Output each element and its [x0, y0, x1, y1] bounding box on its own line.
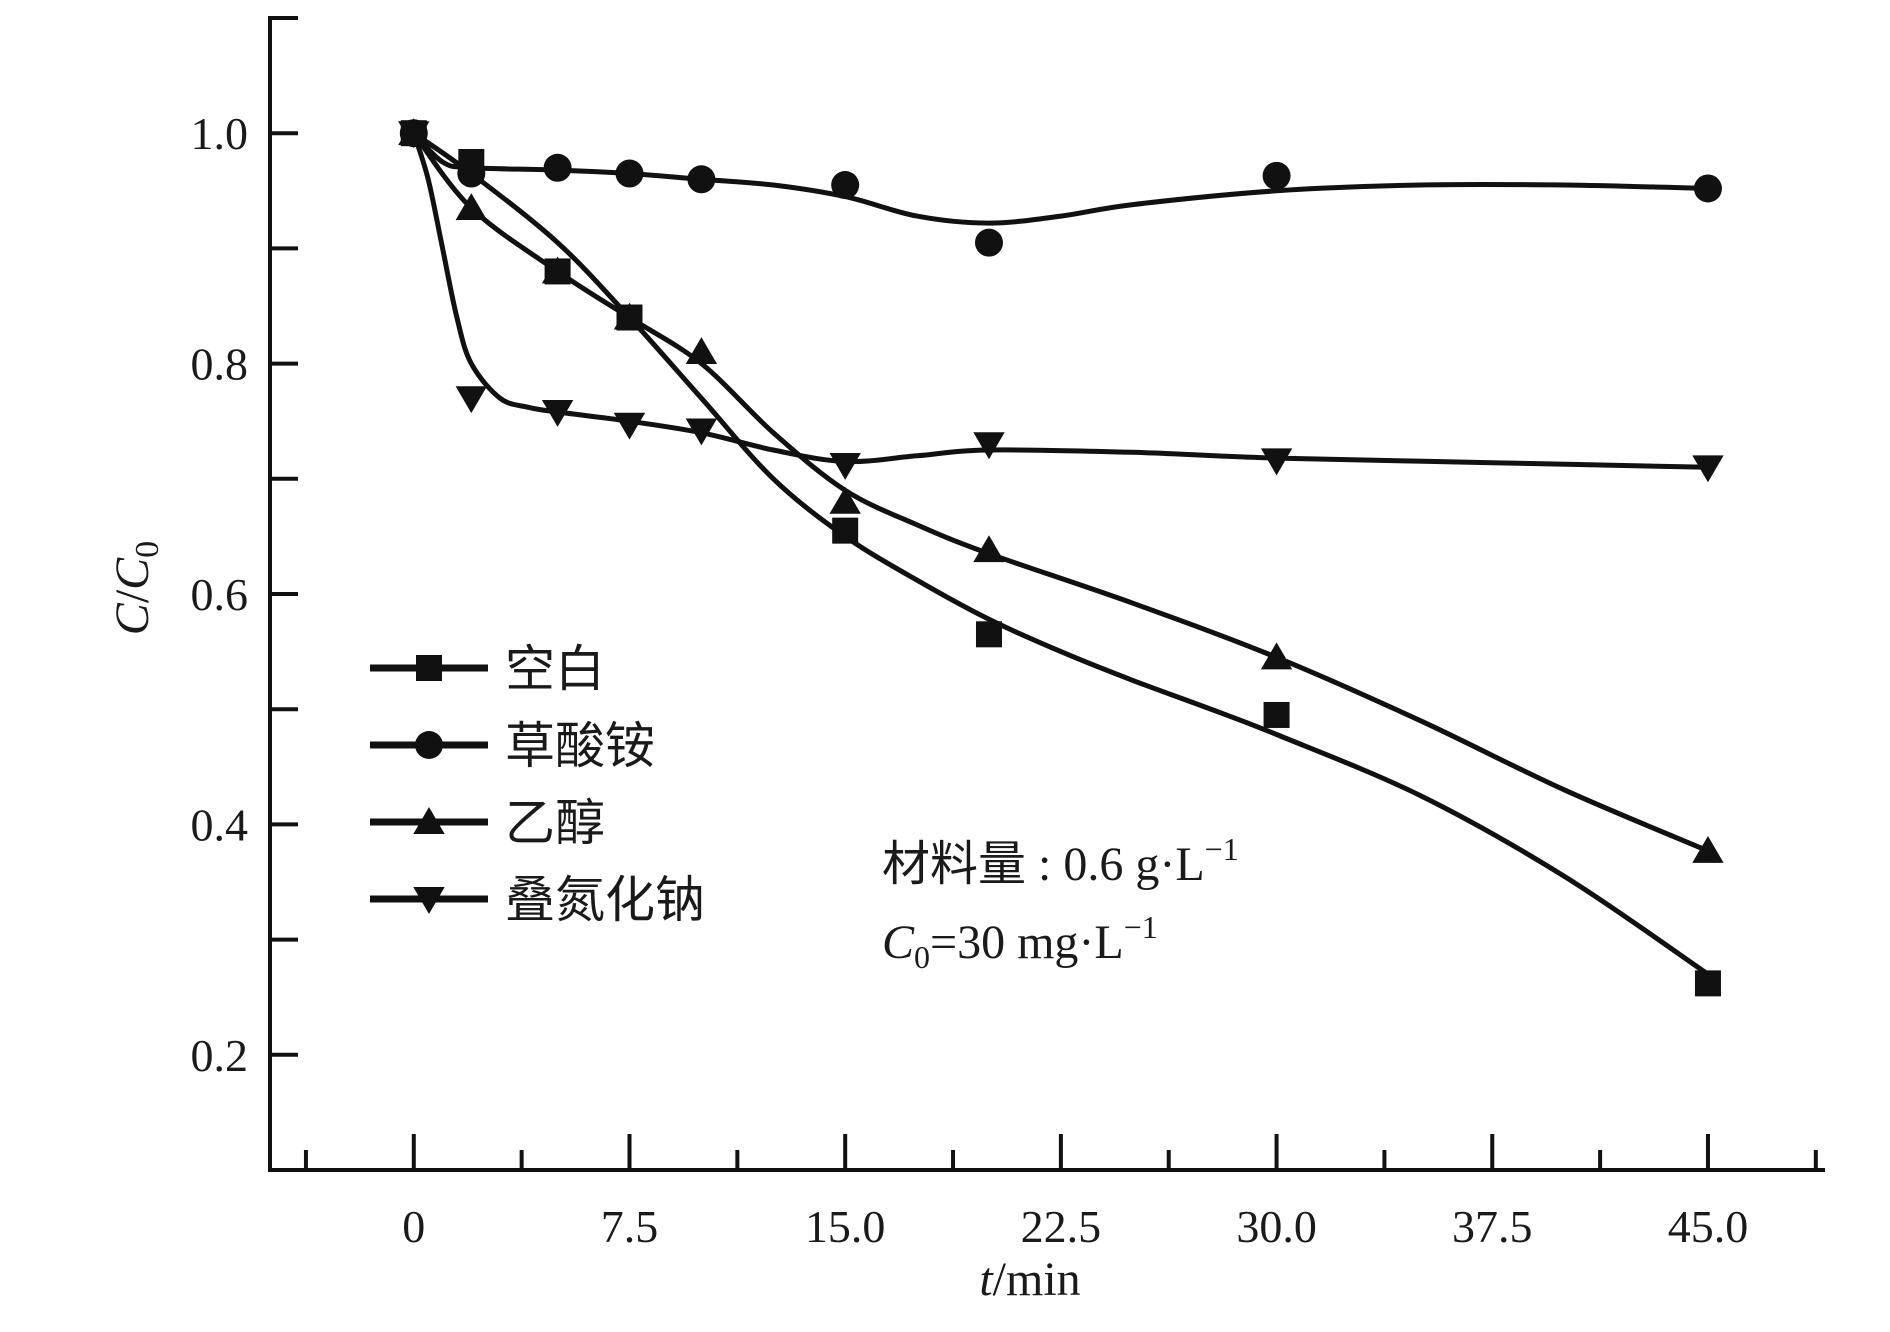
- data-point-s3-4: [685, 418, 718, 446]
- data-point-s0-5: [975, 621, 1002, 648]
- legend-label-2: 乙醇: [505, 794, 605, 852]
- annotation-initial-concentration: C0=30 mg·L−1: [882, 909, 1158, 975]
- data-point-s2-2: [541, 256, 574, 284]
- legend-label-0: 空白: [505, 640, 605, 698]
- data-point-s2-1: [455, 193, 488, 221]
- data-point-s3-6: [973, 432, 1005, 460]
- data-point-s2-5: [829, 486, 861, 514]
- x-tick-label: 7.5: [601, 1201, 659, 1252]
- legend-label-1: 草酸铵: [505, 717, 655, 775]
- data-point-s3-7: [1260, 448, 1293, 476]
- y-tick-label: 1.0: [191, 108, 249, 159]
- x-tick-label: 0: [402, 1201, 425, 1252]
- legend-marker-3: [413, 887, 445, 914]
- y-axis-title: C/C0: [106, 541, 166, 635]
- data-point-s1-2: [543, 153, 572, 182]
- y-tick-label: 0.2: [191, 1030, 249, 1081]
- data-point-s1-5: [831, 171, 860, 200]
- x-tick-label: 30.0: [1236, 1201, 1317, 1252]
- data-point-s3-3: [613, 412, 646, 440]
- x-tick-label: 45.0: [1668, 1201, 1749, 1252]
- y-tick-label: 0.8: [191, 339, 249, 390]
- y-tick-label: 0.6: [191, 569, 249, 620]
- series-markers: [398, 118, 1724, 997]
- legend: 空白 草酸铵 乙醇 叠氮化钠: [370, 640, 705, 929]
- series-line-2: [411, 131, 1709, 854]
- x-axis-title: t/min: [979, 1253, 1080, 1306]
- data-point-s1-3: [615, 159, 644, 188]
- x-tick-label: 37.5: [1452, 1201, 1533, 1252]
- data-point-s1-4: [687, 165, 716, 194]
- data-point-s1-6: [974, 228, 1003, 257]
- data-point-s2-4: [685, 337, 718, 365]
- data-point-s3-8: [1692, 455, 1724, 483]
- data-point-s1-1: [457, 159, 486, 188]
- axes: 0.2 0.4 0.6 0.8 1.0 0 7.5 15.0 22.5 30.0 37.5 45.0: [191, 16, 1825, 1252]
- y-tick-label: 0.4: [191, 799, 249, 850]
- x-tick-label: 15.0: [805, 1201, 886, 1252]
- data-point-s1-8: [1693, 174, 1722, 203]
- data-point-s0-4: [832, 517, 859, 544]
- data-point-s0-6: [1263, 701, 1290, 728]
- data-point-s3-1: [455, 386, 488, 414]
- x-tick-label: 22.5: [1021, 1201, 1102, 1252]
- data-point-s3-0: [398, 121, 430, 149]
- series-line-0: [412, 131, 1710, 977]
- data-point-s3-2: [541, 400, 574, 427]
- series-line-1: [411, 131, 1709, 226]
- data-point-s2-7: [1260, 642, 1293, 670]
- data-point-s0-7: [1694, 970, 1721, 997]
- data-point-s2-6: [973, 535, 1005, 563]
- data-point-s3-5: [829, 453, 861, 480]
- annotation-dosage: 材料量 : 0.6 g·L−1: [882, 831, 1239, 891]
- legend-marker-2: [413, 807, 445, 834]
- legend-label-3: 叠氮化钠: [505, 871, 705, 929]
- data-point-s1-7: [1262, 161, 1291, 190]
- legend-marker-1: [415, 731, 443, 759]
- legend-marker-0: [416, 655, 442, 681]
- data-point-s2-8: [1692, 835, 1724, 863]
- data-point-s2-3: [613, 302, 646, 330]
